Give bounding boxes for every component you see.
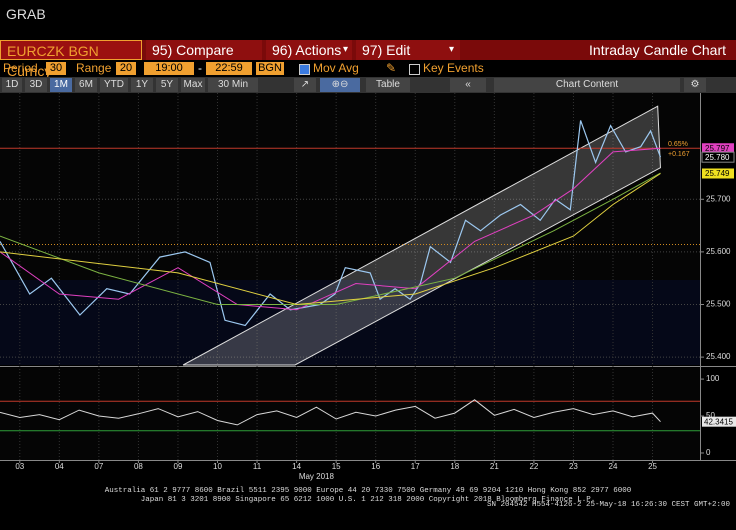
period-button[interactable]: 30 Min: [208, 78, 258, 92]
plot-shade: [0, 280, 700, 365]
period-button[interactable]: 1M: [50, 78, 72, 92]
start-time[interactable]: 19:00: [144, 62, 194, 75]
price-tag-label: 25.749: [705, 169, 730, 178]
x-sublabel: May 2018: [299, 472, 335, 481]
series-line: [0, 172, 661, 305]
dropdown-arrow: ▾: [449, 44, 455, 55]
price-tag-label: 25.780: [705, 153, 730, 162]
period-input[interactable]: 30: [46, 62, 66, 75]
settings-button[interactable]: ⚙: [684, 78, 706, 92]
x-tick-label: 04: [55, 462, 64, 471]
chart: 25.700 25.600 25.500 25.400 100 50 0 03 04 07 08 09…: [0, 93, 736, 481]
y2-tick-label: 100: [706, 374, 720, 383]
chart-name: Intraday Candle Chart: [464, 40, 736, 60]
y-tick-label: 25.700: [706, 194, 731, 203]
source-input[interactable]: BGN: [256, 62, 284, 75]
rsi-tag: [702, 416, 736, 427]
x-tick-label: 24: [609, 462, 618, 471]
x-tick-label: 17: [411, 462, 420, 471]
x-tick-label: 18: [450, 462, 459, 471]
pencil-icon[interactable]: ✎: [386, 61, 397, 75]
y-tick-label: 25.400: [706, 352, 731, 361]
range-label: Range: [76, 61, 112, 75]
x-tick-label: 22: [529, 462, 538, 471]
dropdown-arrow: ▾: [343, 44, 349, 55]
x-tick-label: 14: [292, 462, 301, 471]
series-line: [0, 120, 662, 327]
period-button[interactable]: 5Y: [156, 78, 178, 92]
annotation: +0.167: [668, 151, 690, 158]
chart-content-button[interactable]: Chart Content: [494, 78, 680, 92]
x-tick-label: 23: [569, 462, 578, 471]
footer-line: Japan 81 3 3201 8900 Singapore 65 6212 1…: [140, 496, 596, 504]
x-tick-label: 16: [371, 462, 380, 471]
draw-tool[interactable]: ↗: [294, 78, 316, 92]
window-title: GRAB: [6, 6, 46, 22]
x-tick-label: 25: [648, 462, 657, 471]
price-tag: [701, 151, 735, 163]
series-line: [0, 173, 661, 306]
actions-button[interactable]: 96) Actions: [266, 40, 352, 60]
range-input[interactable]: 20: [116, 62, 136, 75]
dash: -: [198, 61, 202, 75]
y-tick-label: 25.500: [706, 300, 731, 309]
price-tag: [702, 143, 734, 154]
table-button[interactable]: Table: [366, 78, 410, 92]
period-button[interactable]: Max: [181, 78, 205, 92]
price-tag-label: 25.797: [705, 144, 730, 153]
x-tick-label: 10: [213, 462, 222, 471]
end-time[interactable]: 22:59: [206, 62, 252, 75]
series-line: [0, 399, 661, 426]
annotation: 0.65%: [668, 141, 688, 148]
x-tick-label: 15: [332, 462, 341, 471]
trend-channel: [182, 105, 661, 366]
period-button[interactable]: 6M: [75, 78, 97, 92]
footer-line: Australia 61 2 9777 8600 Brazil 5511 239…: [104, 487, 632, 495]
footer-line: SN 204542 H554-4126-2 25-May-18 16:26:30…: [486, 501, 730, 509]
rsi-tag-label: 42.3415: [704, 417, 733, 426]
period-label: Period: [3, 61, 38, 75]
x-tick-label: 11: [253, 462, 262, 471]
x-tick-label: 07: [94, 462, 103, 471]
price-tag: [702, 168, 734, 179]
x-tick-label: 08: [134, 462, 143, 471]
x-tick-label: 03: [15, 462, 24, 471]
mov-avg-label: Mov Avg: [313, 61, 359, 75]
y-tick-label: 25.600: [706, 247, 731, 256]
x-tick-label: 21: [490, 462, 499, 471]
series-line: [0, 147, 661, 311]
zoom-tool[interactable]: ⊕⊖: [320, 78, 360, 92]
security[interactable]: EURCZK BGN Curncy: [0, 40, 142, 79]
key-events-label: Key Events: [423, 61, 484, 75]
period-button[interactable]: 1Y: [131, 78, 153, 92]
period-button[interactable]: 3D: [25, 78, 47, 92]
period-button[interactable]: 1D: [2, 78, 22, 92]
key-events-checkbox[interactable]: [409, 64, 420, 75]
x-tick-label: 09: [174, 462, 183, 471]
period-button[interactable]: YTD: [100, 78, 128, 92]
edit-button[interactable]: 97) Edit: [356, 40, 460, 60]
y2-tick-label: 0: [706, 448, 711, 457]
collapse-button[interactable]: «: [450, 78, 486, 92]
compare-button[interactable]: 95) Compare: [146, 40, 262, 60]
mov-avg-checkbox[interactable]: [299, 64, 310, 75]
y2-tick-label: 50: [706, 411, 715, 420]
